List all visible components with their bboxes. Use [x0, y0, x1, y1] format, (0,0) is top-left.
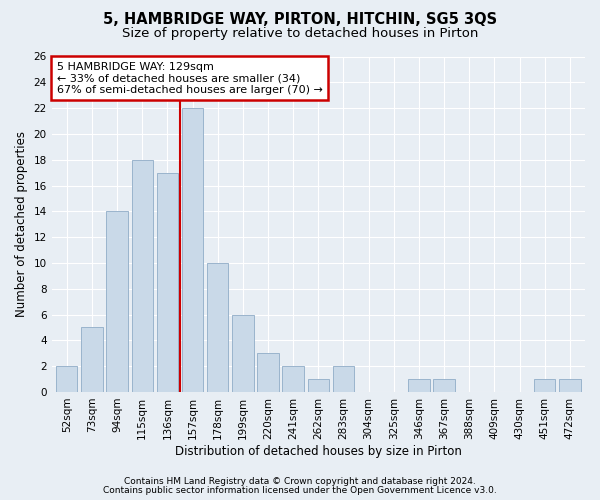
Text: Contains public sector information licensed under the Open Government Licence v3: Contains public sector information licen…: [103, 486, 497, 495]
Bar: [106, 212, 128, 392]
Bar: [257, 354, 279, 392]
Bar: [308, 379, 329, 392]
Bar: [56, 366, 77, 392]
Bar: [131, 160, 153, 392]
Text: Size of property relative to detached houses in Pirton: Size of property relative to detached ho…: [122, 28, 478, 40]
Bar: [81, 328, 103, 392]
Bar: [333, 366, 354, 392]
Text: Contains HM Land Registry data © Crown copyright and database right 2024.: Contains HM Land Registry data © Crown c…: [124, 477, 476, 486]
Bar: [433, 379, 455, 392]
Bar: [534, 379, 556, 392]
Bar: [283, 366, 304, 392]
Text: 5, HAMBRIDGE WAY, PIRTON, HITCHIN, SG5 3QS: 5, HAMBRIDGE WAY, PIRTON, HITCHIN, SG5 3…: [103, 12, 497, 28]
Text: 5 HAMBRIDGE WAY: 129sqm
← 33% of detached houses are smaller (34)
67% of semi-de: 5 HAMBRIDGE WAY: 129sqm ← 33% of detache…: [57, 62, 323, 94]
Bar: [182, 108, 203, 392]
Bar: [559, 379, 581, 392]
Bar: [232, 314, 254, 392]
Y-axis label: Number of detached properties: Number of detached properties: [15, 131, 28, 317]
Bar: [207, 263, 229, 392]
X-axis label: Distribution of detached houses by size in Pirton: Distribution of detached houses by size …: [175, 444, 462, 458]
Bar: [157, 172, 178, 392]
Bar: [408, 379, 430, 392]
